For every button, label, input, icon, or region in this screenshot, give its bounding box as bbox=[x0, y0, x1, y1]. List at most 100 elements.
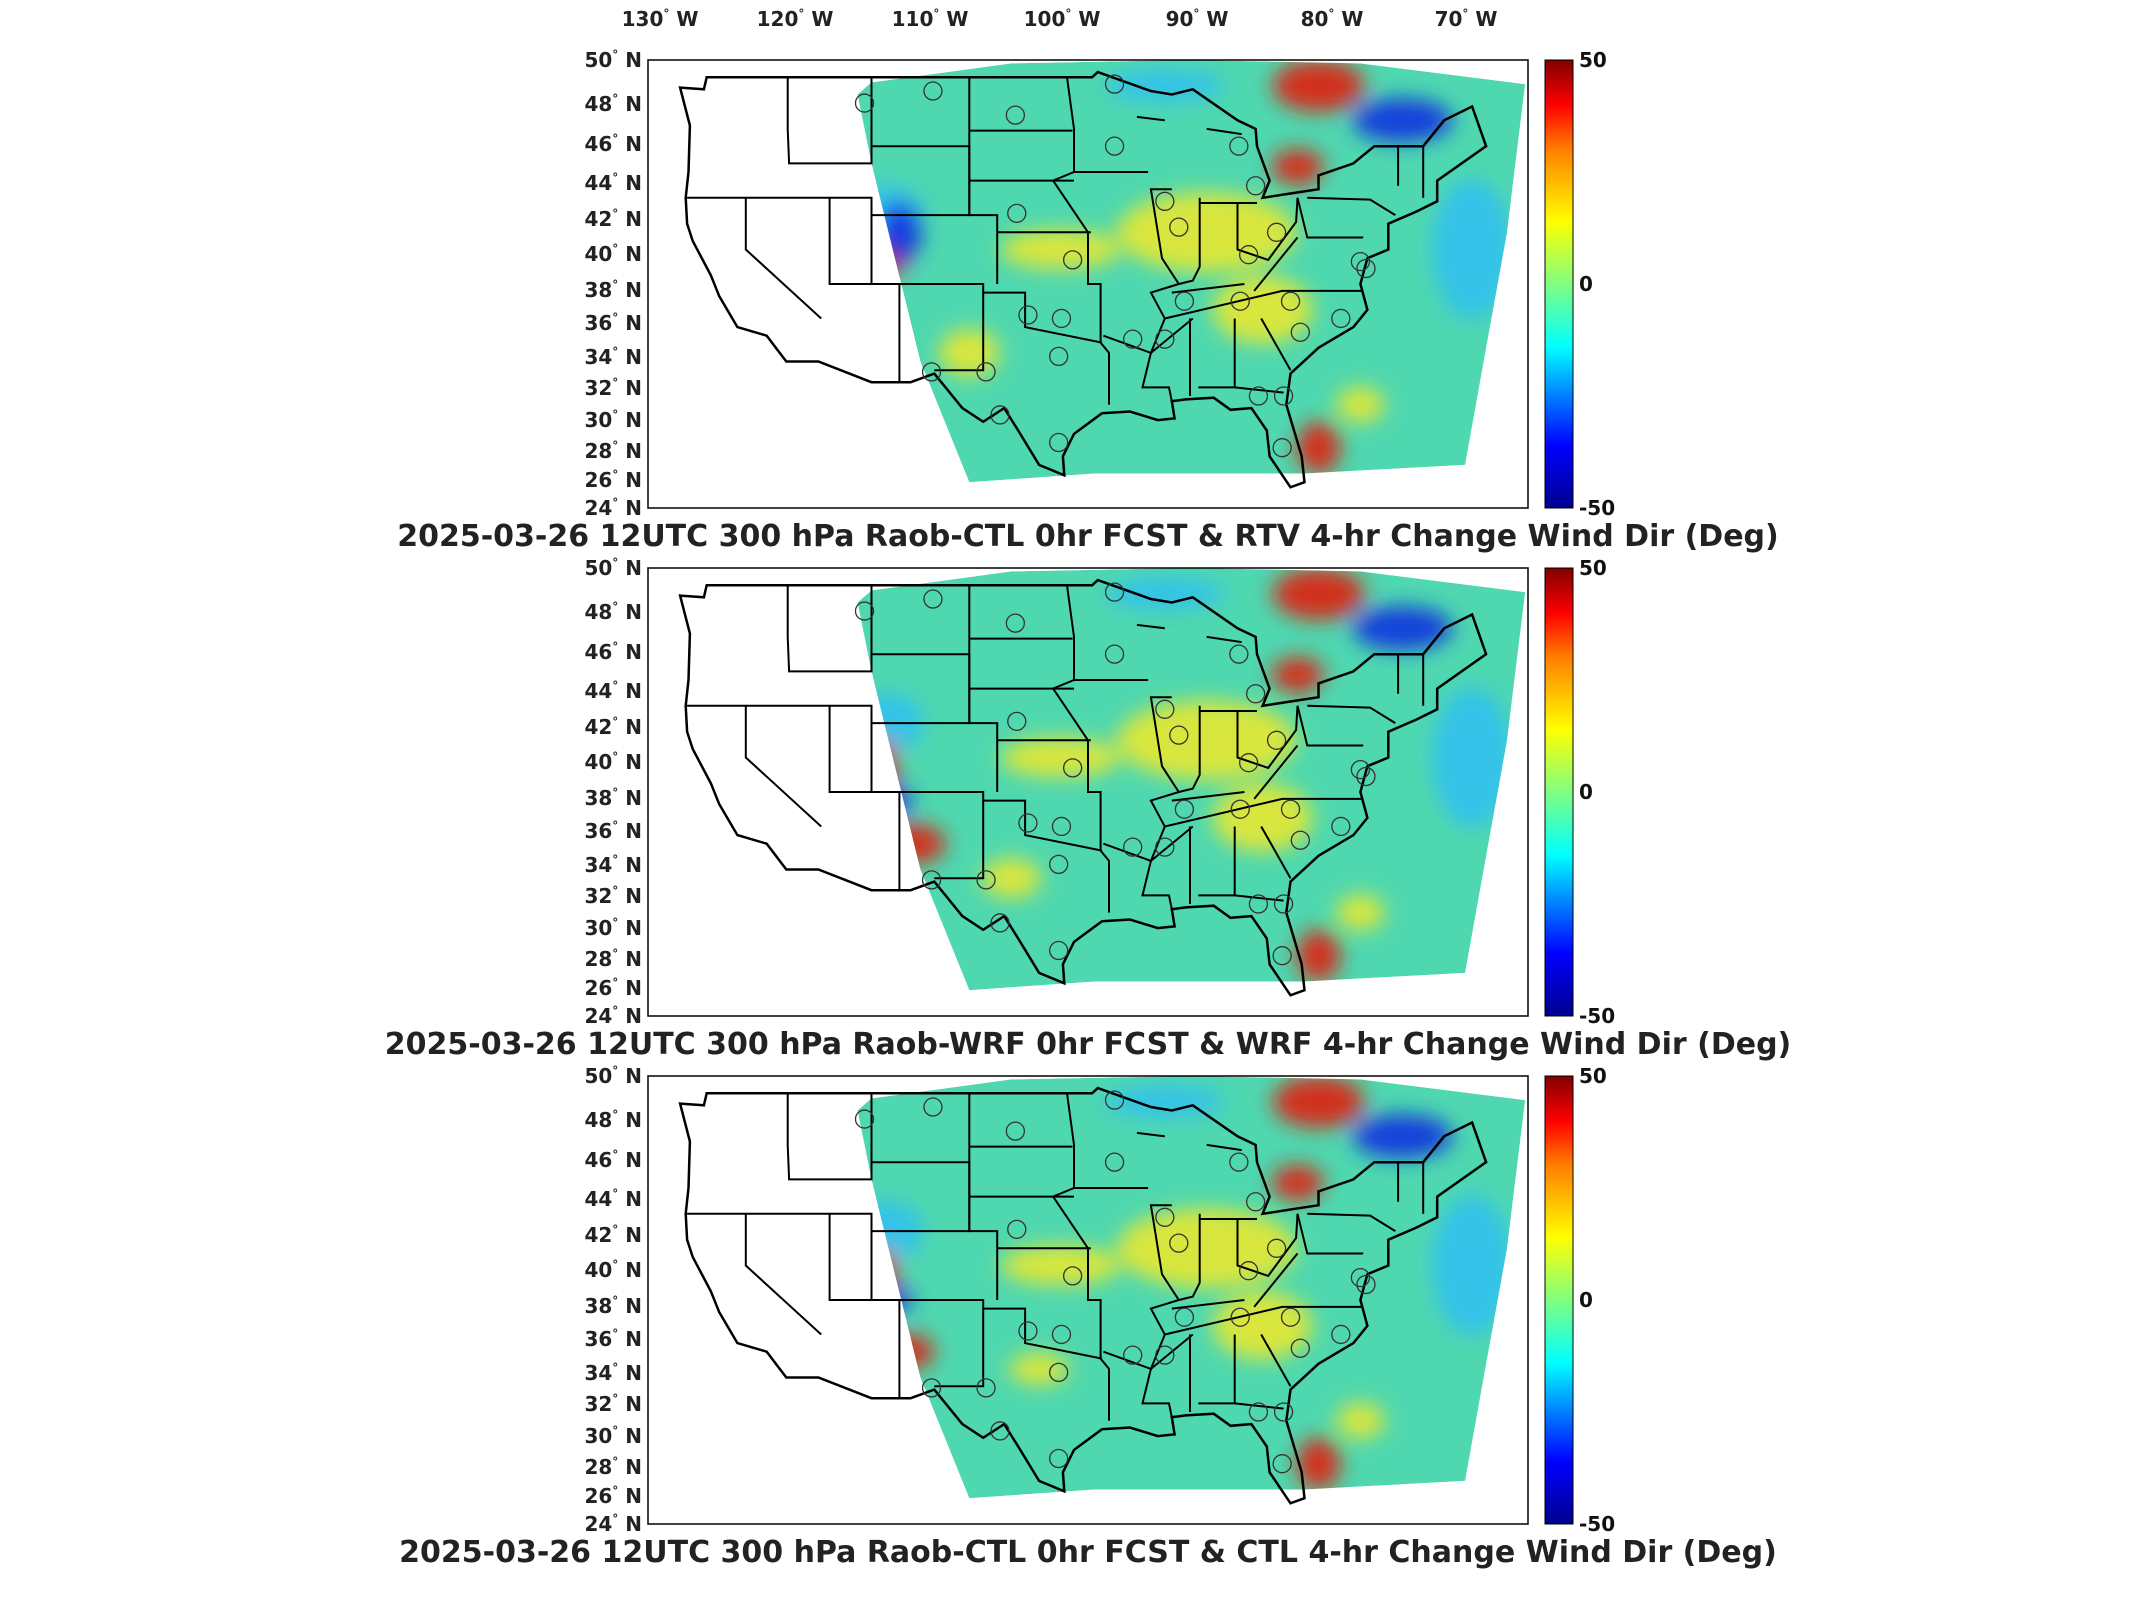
raob-station-marker bbox=[1104, 1090, 1125, 1110]
raob-station-marker bbox=[976, 1378, 996, 1398]
state-border bbox=[744, 197, 822, 320]
state-border bbox=[1236, 1213, 1299, 1278]
state-border bbox=[1178, 705, 1201, 793]
raob-station-marker bbox=[1051, 816, 1072, 837]
state-border bbox=[983, 291, 1103, 344]
lat-label: 38° N bbox=[584, 278, 642, 302]
raob-station-marker bbox=[1005, 613, 1026, 633]
raob-station-marker bbox=[1350, 1267, 1371, 1288]
raob-station-marker bbox=[1331, 1324, 1351, 1345]
raob-station-marker bbox=[1331, 308, 1351, 329]
field-blob bbox=[1352, 606, 1453, 651]
lon-label: 100° W bbox=[1024, 7, 1101, 31]
raob-station-marker bbox=[1104, 1152, 1125, 1172]
lat-label: 50° N bbox=[584, 48, 642, 72]
state-border bbox=[1296, 197, 1364, 239]
raob-station-marker bbox=[1238, 1261, 1259, 1281]
wind-direction-field bbox=[857, 568, 1526, 991]
raob-station-marker bbox=[921, 1378, 942, 1398]
state-border bbox=[1164, 797, 1364, 828]
raob-station-marker bbox=[1169, 217, 1189, 237]
field-blob bbox=[939, 328, 1000, 377]
wind-direction-field bbox=[857, 1076, 1526, 1499]
state-border bbox=[1136, 115, 1165, 122]
field-blob bbox=[1104, 1085, 1225, 1118]
raob-station-marker bbox=[1229, 644, 1249, 664]
lat-label: 48° N bbox=[584, 1108, 642, 1132]
raob-station-marker bbox=[1272, 946, 1292, 966]
raob-station-marker bbox=[1104, 582, 1125, 602]
state-border bbox=[1307, 704, 1396, 724]
raob-station-marker bbox=[1049, 346, 1069, 367]
raob-station-marker bbox=[1280, 799, 1301, 819]
field-blob bbox=[1336, 386, 1385, 423]
raob-station-marker bbox=[1007, 711, 1027, 732]
state-border bbox=[1296, 1213, 1364, 1255]
raob-station-marker bbox=[1280, 291, 1301, 311]
raob-station-marker bbox=[1266, 1238, 1287, 1258]
state-border bbox=[1141, 696, 1181, 910]
lat-label: 32° N bbox=[584, 884, 642, 908]
colorbar-max-label: 50 bbox=[1579, 48, 1607, 72]
raob-station-marker bbox=[1062, 758, 1083, 778]
raob-station-marker bbox=[923, 589, 943, 609]
wind-direction-field bbox=[857, 60, 1526, 483]
lat-label: 30° N bbox=[584, 1424, 642, 1448]
raob-station-marker bbox=[1123, 329, 1143, 349]
map-frame bbox=[647, 59, 1529, 509]
lon-label: 70° W bbox=[1435, 7, 1498, 31]
state-border bbox=[1141, 188, 1181, 402]
state-border bbox=[1307, 1212, 1396, 1232]
state-border bbox=[687, 145, 971, 217]
boundaries bbox=[678, 70, 1488, 489]
raob-station-marker bbox=[1155, 329, 1175, 349]
panel-title: 2025-03-26 12UTC 300 hPa Raob-CTL 0hr FC… bbox=[397, 519, 1779, 554]
raob-station-marker bbox=[1248, 1402, 1269, 1422]
raob-station-marker bbox=[1062, 250, 1083, 270]
lat-label: 36° N bbox=[584, 1327, 642, 1351]
state-border bbox=[1051, 77, 1110, 405]
state-border bbox=[983, 1307, 1103, 1360]
state-border bbox=[1236, 197, 1299, 262]
raob-station-marker bbox=[1104, 136, 1125, 156]
state-border bbox=[1171, 1299, 1245, 1310]
raob-station-marker bbox=[1123, 837, 1143, 857]
state-border bbox=[786, 585, 873, 673]
state-border bbox=[1206, 1143, 1242, 1152]
boundaries bbox=[678, 578, 1488, 997]
raob-station-marker bbox=[1007, 1219, 1027, 1240]
state-border bbox=[687, 653, 971, 725]
raob-station-marker bbox=[1155, 191, 1175, 211]
state-border bbox=[1178, 197, 1201, 285]
raob-station-marker bbox=[923, 1097, 943, 1117]
state-border bbox=[968, 585, 999, 792]
lat-label: 44° N bbox=[584, 679, 642, 703]
field-blob bbox=[1432, 1195, 1513, 1336]
field-blob bbox=[981, 858, 1042, 899]
raob-station-marker bbox=[1174, 291, 1195, 311]
raob-station-marker bbox=[1266, 222, 1287, 242]
field-blob bbox=[1116, 700, 1297, 781]
lat-label: 24° N bbox=[584, 1004, 642, 1028]
field-blob bbox=[1336, 1402, 1385, 1439]
raob-station-marker bbox=[1230, 291, 1250, 311]
field-blob bbox=[1271, 148, 1324, 185]
state-border bbox=[1178, 1213, 1201, 1301]
lat-label: 40° N bbox=[584, 242, 642, 266]
colorbar: 50 0 -50 bbox=[1544, 556, 1615, 1028]
field-blob bbox=[1432, 687, 1513, 828]
field-blob bbox=[1296, 1437, 1341, 1490]
state-border bbox=[870, 723, 985, 880]
state-border bbox=[870, 1231, 985, 1388]
raob-station-marker bbox=[1018, 305, 1038, 325]
raob-station-marker bbox=[1356, 766, 1376, 787]
map-frame bbox=[647, 1075, 1529, 1525]
lat-label: 50° N bbox=[584, 556, 642, 580]
raob-station-marker bbox=[1174, 1307, 1195, 1327]
state-border bbox=[968, 77, 999, 284]
raob-station-marker bbox=[1356, 258, 1376, 279]
field-blob bbox=[1432, 179, 1513, 320]
raob-station-marker bbox=[1273, 894, 1294, 914]
lat-label: 50° N bbox=[584, 1064, 642, 1088]
state-border bbox=[828, 705, 901, 891]
